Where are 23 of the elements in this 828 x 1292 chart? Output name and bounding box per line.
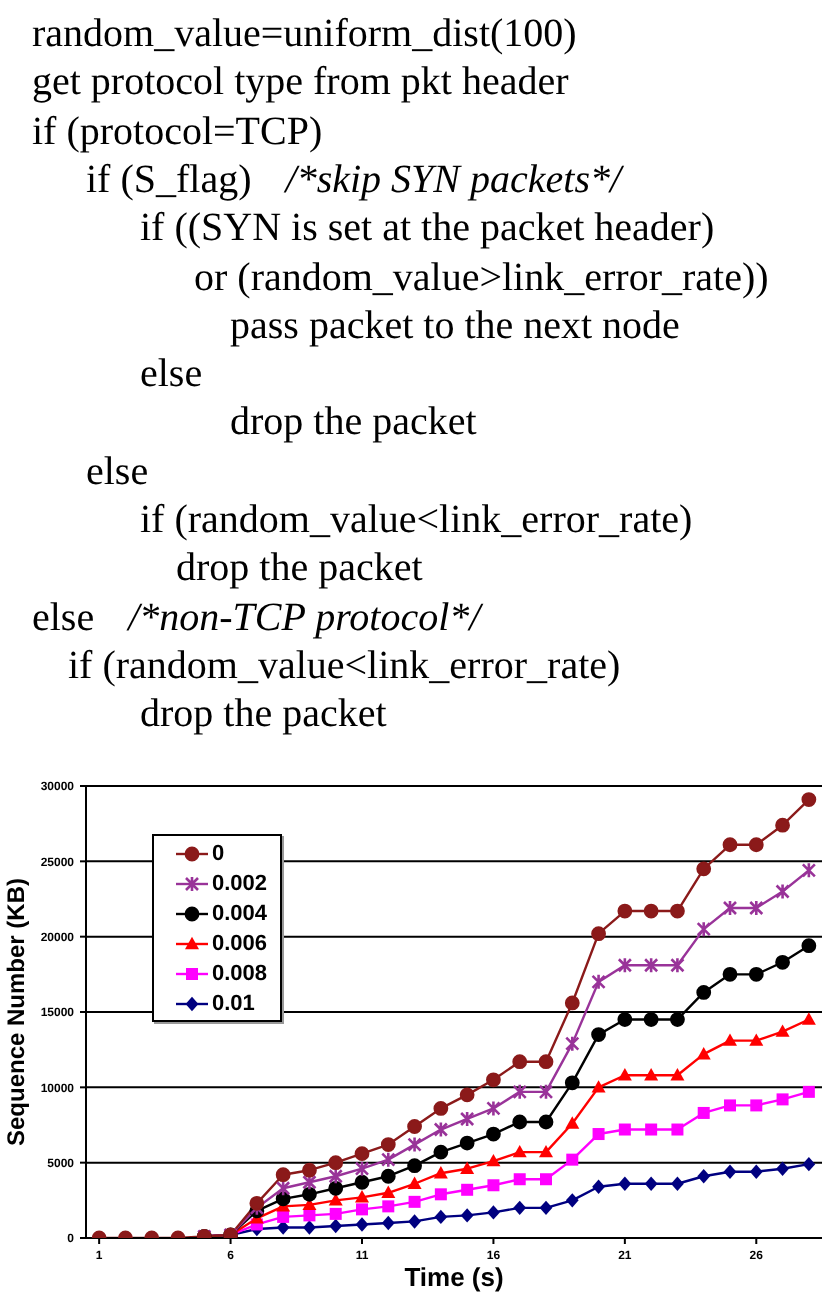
text: if (S_flag) /*skip SYN packets*/: [86, 155, 622, 204]
text: if (random_value<link_error_rate): [68, 641, 621, 690]
text: if (protocol=TCP): [32, 107, 323, 156]
legend-label: 0: [212, 841, 225, 865]
text: else /*non-TCP protocol*/: [32, 593, 481, 642]
text: else: [140, 350, 203, 399]
text: pass packet to the next node: [230, 301, 680, 350]
legend-label: 0.01: [212, 991, 255, 1015]
legend-label: 0.008: [212, 961, 268, 985]
text: if (random_value<link_error_rate): [140, 496, 693, 544]
text: random_value=uniform_dist(100): [32, 10, 577, 58]
legend-label: 0.002: [212, 871, 268, 895]
text: drop the packet: [140, 690, 387, 739]
legend-label: 0.006: [212, 931, 268, 955]
text: drop the packet: [230, 398, 477, 447]
x-axis-title: Time (s): [404, 1262, 504, 1292]
text: else: [86, 447, 149, 496]
text: or (random_value>link_error_rate)): [194, 253, 769, 301]
text: get protocol type from pkt header: [32, 58, 569, 107]
legend-label: 0.004: [212, 901, 268, 925]
text: if ((SYN is set at the packet header): [140, 204, 715, 253]
y-axis-title: Sequence Number (KB): [2, 877, 30, 1147]
text: drop the packet: [176, 544, 423, 593]
